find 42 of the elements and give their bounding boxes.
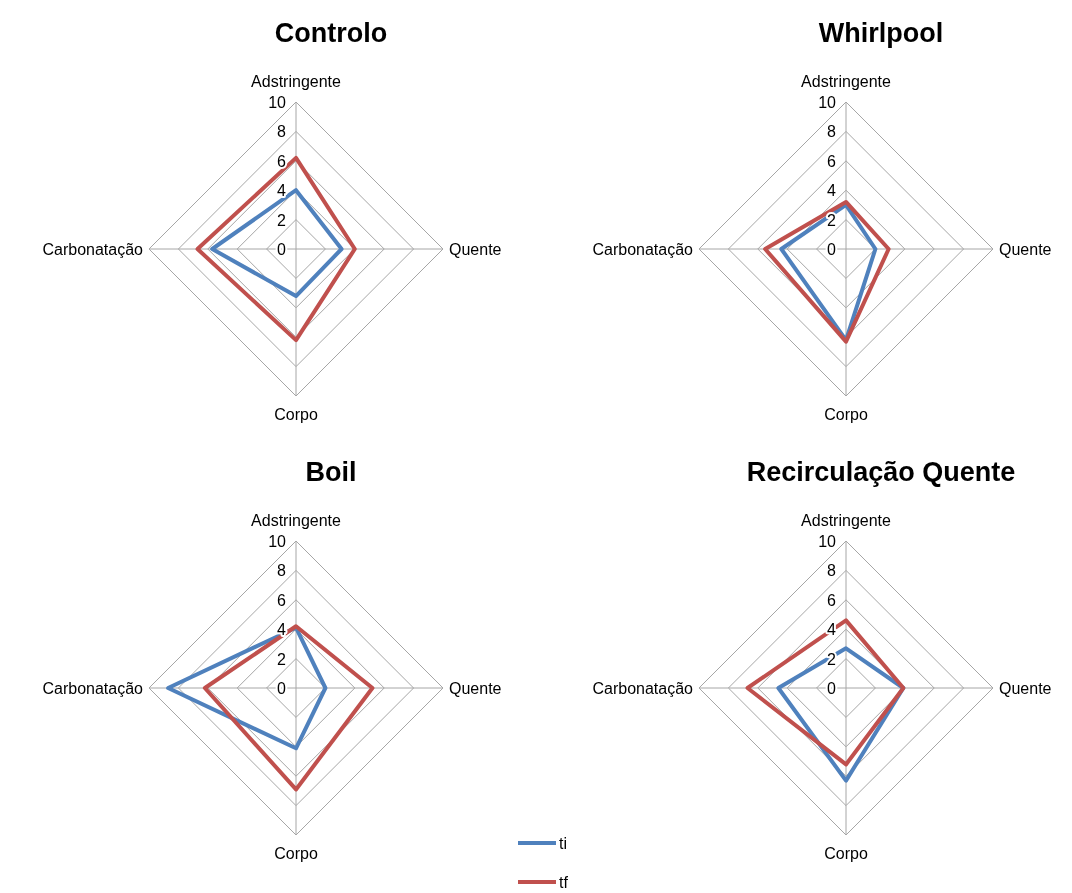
legend-label: ti — [559, 835, 567, 852]
spoke-label: Adstringente — [251, 512, 342, 529]
y-tick-label: 0 — [277, 680, 287, 697]
y-tick-label: 4 — [827, 182, 837, 200]
y-tick-label: 0 — [827, 241, 837, 258]
spoke-label: Corpo — [274, 845, 318, 862]
y-tick-label: 8 — [277, 562, 287, 580]
chart-title: Recirculação Quente — [746, 457, 1016, 487]
spoke-label: Corpo — [824, 406, 868, 423]
y-tick-label: 8 — [827, 562, 837, 580]
y-tick-label: 6 — [827, 152, 837, 170]
y-tick-label: 0 — [277, 241, 287, 258]
y-tick-label: 8 — [827, 123, 837, 141]
spoke-label: Carbonatação — [592, 680, 694, 697]
spoke-label: Adstringente — [801, 512, 892, 529]
spoke-label: Quente — [449, 680, 502, 697]
y-tick-label: 6 — [277, 152, 287, 170]
y-tick-label: 4 — [277, 182, 287, 200]
y-tick-label: 2 — [277, 211, 287, 229]
spoke-label: Carbonatação — [42, 241, 144, 258]
spoke-label: Carbonatação — [42, 680, 144, 697]
y-tick-label: 10 — [818, 94, 837, 111]
y-tick-label: 6 — [827, 591, 837, 609]
y-tick-label: 10 — [268, 533, 287, 550]
chart-title: Controlo — [274, 18, 388, 48]
y-tick-label: 2 — [277, 650, 287, 668]
spoke-label: Corpo — [274, 406, 318, 423]
legend-label: tf — [559, 874, 569, 891]
y-tick-label: 6 — [277, 591, 287, 609]
y-tick-label: 10 — [268, 94, 287, 111]
spoke-label: Quente — [449, 241, 502, 258]
spoke-label: Adstringente — [251, 73, 342, 90]
y-tick-label: 0 — [827, 680, 837, 697]
spoke-label: Carbonatação — [592, 241, 694, 258]
spoke-label: Quente — [999, 680, 1052, 697]
chart-title: Boil — [305, 457, 357, 487]
spoke-label: Corpo — [824, 845, 868, 862]
spoke-label: Quente — [999, 241, 1052, 258]
chart-title: Whirlpool — [818, 18, 944, 48]
spoke-label: Adstringente — [801, 73, 892, 90]
y-tick-label: 8 — [277, 123, 287, 141]
y-tick-label: 10 — [818, 533, 837, 550]
